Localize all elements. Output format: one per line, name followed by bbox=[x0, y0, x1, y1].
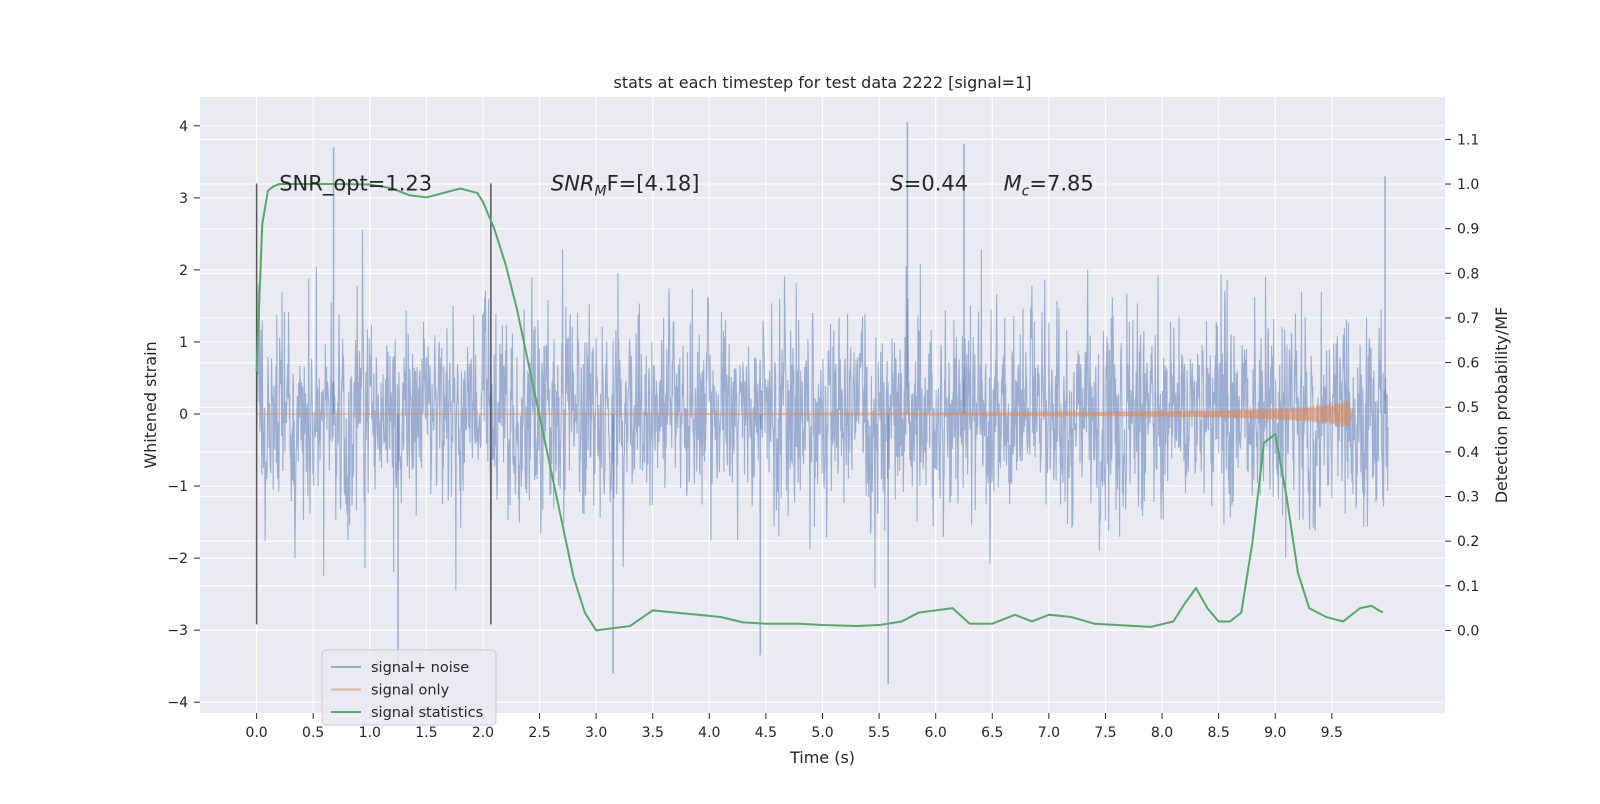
y-tick-label: −2 bbox=[167, 551, 188, 567]
y2-tick-label: 0.4 bbox=[1457, 445, 1479, 461]
x-tick-label: 9.5 bbox=[1321, 725, 1343, 741]
legend-box bbox=[321, 649, 497, 726]
y-tick-label: 2 bbox=[179, 263, 188, 279]
y-tick-label: 4 bbox=[179, 119, 188, 135]
x-tick-label: 5.0 bbox=[811, 725, 833, 741]
y2-tick-label: 0.8 bbox=[1457, 266, 1479, 282]
x-tick-label: 2.5 bbox=[528, 725, 550, 741]
y2-tick-label: 0.6 bbox=[1457, 356, 1479, 372]
x-tick-label: 0.5 bbox=[302, 725, 324, 741]
y2-tick-label: 1.0 bbox=[1457, 177, 1479, 193]
legend-label: signal statistics bbox=[371, 705, 483, 721]
y-tick-label: 3 bbox=[179, 191, 188, 207]
annotation-1: SNRMF=[4.18] bbox=[551, 171, 700, 199]
chart-title: stats at each timestep for test data 222… bbox=[613, 73, 1031, 92]
y2-tick-label: 0.0 bbox=[1457, 623, 1479, 639]
y2-tick-label: 0.9 bbox=[1457, 222, 1479, 238]
x-tick-label: 9.0 bbox=[1264, 725, 1286, 741]
legend-label: signal only bbox=[371, 683, 450, 699]
y-tick-label: 1 bbox=[179, 335, 188, 351]
y2-axis-label: Detection probability/MF bbox=[1492, 307, 1511, 504]
x-tick-label: 4.5 bbox=[755, 725, 777, 741]
y2-tick-label: 0.7 bbox=[1457, 311, 1479, 327]
x-tick-label: 7.0 bbox=[1038, 725, 1060, 741]
y-tick-label: −4 bbox=[167, 695, 188, 711]
x-tick-label: 1.5 bbox=[415, 725, 437, 741]
x-tick-label: 6.5 bbox=[981, 725, 1003, 741]
series-signal-statistics-line bbox=[255, 183, 1384, 632]
x-tick-label: 0.0 bbox=[245, 725, 267, 741]
series-signal-only-line bbox=[256, 400, 1353, 427]
x-tick-label: 8.5 bbox=[1208, 725, 1230, 741]
legend-label: signal+ noise bbox=[371, 660, 469, 676]
y-tick-label: −3 bbox=[167, 623, 188, 639]
y-tick-label: −1 bbox=[167, 479, 188, 495]
x-tick-label: 2.0 bbox=[472, 725, 494, 741]
x-tick-label: 7.5 bbox=[1094, 725, 1116, 741]
y2-tick-label: 0.2 bbox=[1457, 534, 1479, 550]
annotation-0: SNR_opt=1.23 bbox=[279, 171, 432, 196]
x-tick-label: 3.0 bbox=[585, 725, 607, 741]
x-tick-label: 6.0 bbox=[925, 725, 947, 741]
y2-tick-label: 0.3 bbox=[1457, 490, 1479, 506]
x-axis-label: Time (s) bbox=[789, 748, 855, 767]
x-tick-label: 3.5 bbox=[642, 725, 664, 741]
y-tick-label: 0 bbox=[179, 407, 188, 423]
y2-tick-label: 0.5 bbox=[1457, 400, 1479, 416]
x-tick-label: 4.0 bbox=[698, 725, 720, 741]
x-tick-label: 5.5 bbox=[868, 725, 890, 741]
y2-tick-label: 0.1 bbox=[1457, 579, 1479, 595]
annotation-2: S=0.44 bbox=[890, 171, 968, 195]
x-tick-label: 8.0 bbox=[1151, 725, 1173, 741]
y-axis-label: Whitened strain bbox=[141, 341, 160, 468]
y2-tick-label: 1.1 bbox=[1457, 132, 1479, 148]
x-tick-label: 1.0 bbox=[359, 725, 381, 741]
annotation-3: Mc=7.85 bbox=[1004, 171, 1094, 199]
